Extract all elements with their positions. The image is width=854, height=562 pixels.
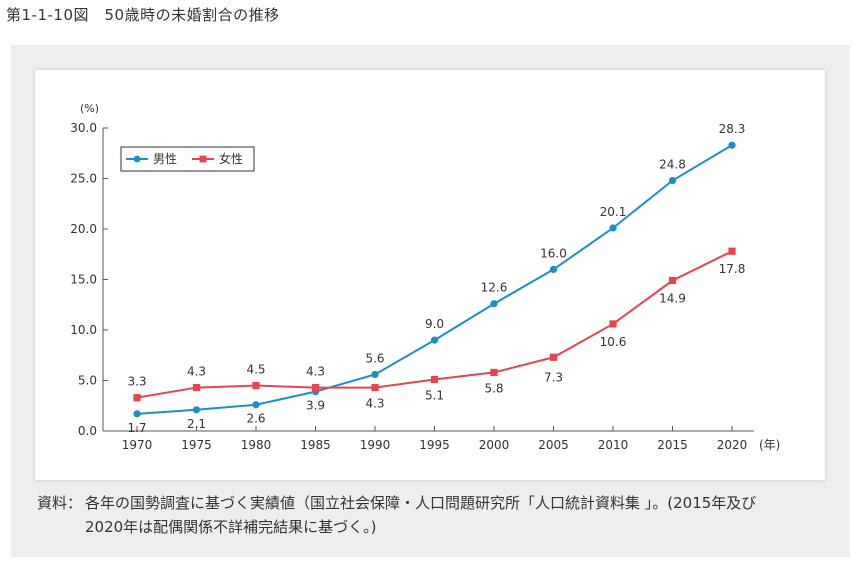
- data-point-female: [609, 320, 617, 328]
- y-tick-label: 10.0: [70, 323, 97, 337]
- data-label-male: 16.0: [540, 246, 567, 260]
- data-label-male: 9.0: [425, 317, 444, 331]
- x-tick-label: 2015: [657, 438, 688, 452]
- data-label-female: 10.6: [600, 335, 627, 349]
- data-point-male: [609, 224, 617, 232]
- data-point-female: [728, 247, 736, 255]
- source-note-line2: 2020年は配偶関係不詳補完結果に基づく。): [85, 518, 377, 536]
- data-point-female: [490, 368, 498, 377]
- data-label-male: 28.3: [719, 122, 746, 136]
- y-tick-label: 5.0: [78, 374, 97, 388]
- data-point-female: [311, 383, 320, 392]
- figure-title: 第1-1-10図 50歳時の未婚割合の推移: [6, 6, 280, 24]
- data-label-male: 3.9: [306, 399, 325, 413]
- data-label-female: 5.1: [425, 388, 444, 402]
- data-label-female: 3.3: [127, 375, 146, 389]
- data-label-male: 20.1: [600, 205, 627, 219]
- x-tick-label: 1975: [181, 438, 212, 452]
- data-label-male: 5.6: [365, 351, 384, 365]
- data-label-female: 5.8: [484, 381, 503, 395]
- x-axis-unit: (年): [759, 438, 780, 452]
- data-label-female: 17.8: [719, 262, 746, 276]
- source-note: 資料： 各年の国勢調査に基づく実績値（国立社会保障・人口問題研究所「人口統計資料集…: [37, 491, 837, 539]
- data-label-female: 4.3: [187, 365, 206, 379]
- data-point-male: [490, 300, 498, 308]
- chart-card: 0.0 5.0 10.0 15.0 20.0 25.0 30.0 (%) 1970 1975 198…: [35, 70, 825, 480]
- data-point-male: [430, 336, 439, 344]
- series-line-male: [136, 144, 733, 415]
- data-point-male: [371, 370, 379, 379]
- y-tick-label: 20.0: [70, 222, 97, 236]
- data-label-female: 14.9: [659, 292, 686, 306]
- data-point-male: [728, 141, 736, 149]
- data-point-female: [252, 381, 260, 390]
- x-tick-label: 1990: [360, 438, 391, 452]
- data-point-female: [371, 383, 379, 392]
- data-label-male: 12.6: [481, 281, 508, 295]
- data-label-female: 4.3: [306, 365, 325, 379]
- data-point-female: [549, 353, 558, 361]
- data-point-male: [133, 410, 141, 418]
- data-point-male: [549, 265, 558, 273]
- x-tick-label: 1985: [300, 438, 331, 452]
- legend-marker-female: [199, 155, 207, 163]
- x-tick-label: 1970: [122, 438, 153, 452]
- data-point-male: [192, 406, 201, 414]
- legend-label-female: 女性: [219, 151, 243, 166]
- data-label-female: 7.3: [544, 370, 563, 384]
- data-point-male: [668, 176, 677, 185]
- data-point-female: [133, 394, 141, 402]
- line-chart: 0.0 5.0 10.0 15.0 20.0 25.0 30.0 (%) 1970 1975 198…: [70, 102, 780, 452]
- data-label-male: 2.6: [246, 412, 265, 426]
- data-point-male: [252, 401, 260, 409]
- x-tick-label: 1980: [241, 438, 272, 452]
- source-note-line1: 各年の国勢調査に基づく実績値（国立社会保障・人口問題研究所「人口統計資料集 」。…: [85, 494, 757, 512]
- y-tick-label: 15.0: [70, 273, 97, 287]
- data-point-female: [430, 375, 439, 384]
- legend-label-male: 男性: [153, 152, 177, 166]
- data-label-male: 2.1: [187, 417, 206, 431]
- data-point-female: [192, 383, 201, 392]
- legend-marker-male: [133, 155, 141, 163]
- x-tick-label: 2000: [479, 438, 510, 452]
- x-tick-label: 2010: [598, 438, 629, 452]
- x-tick-label: 2020: [717, 438, 748, 452]
- y-tick-label: 30.0: [70, 121, 97, 135]
- y-tick-label: 25.0: [70, 172, 97, 186]
- data-label-male: 24.8: [659, 158, 686, 172]
- data-label-male: 1.7: [127, 421, 146, 435]
- data-label-female: 4.3: [365, 397, 384, 411]
- y-axis-unit: (%): [80, 102, 99, 115]
- source-note-label: 資料：: [37, 494, 83, 512]
- y-tick-label: 0.0: [78, 424, 97, 438]
- data-label-female: 4.5: [246, 363, 265, 377]
- data-point-female: [668, 276, 677, 285]
- x-tick-label: 2005: [538, 438, 569, 452]
- x-tick-label: 1995: [419, 438, 450, 452]
